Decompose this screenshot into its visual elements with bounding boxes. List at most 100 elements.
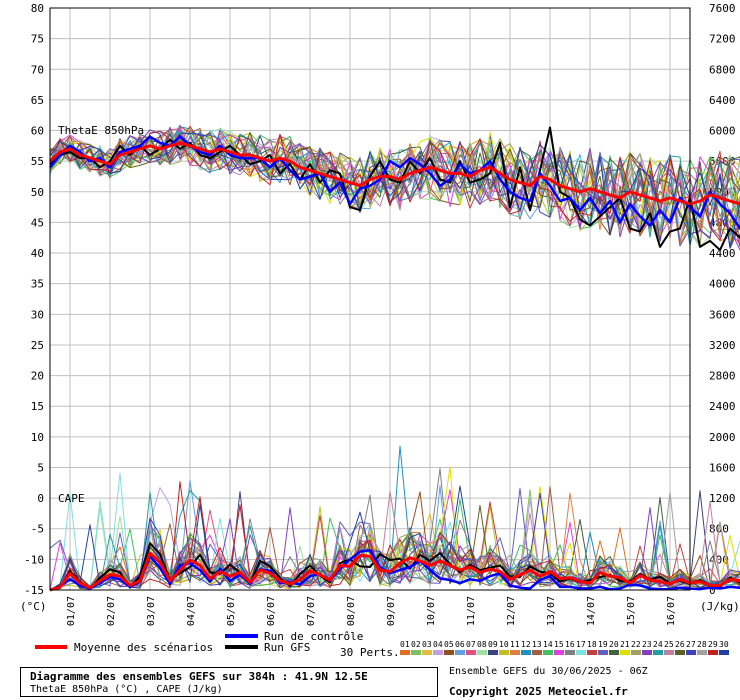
pert-legend-swatch <box>587 650 597 655</box>
date-tick-label: 11/07 <box>466 596 477 626</box>
mean-thetae <box>48 141 740 206</box>
left-tick-label: 5 <box>37 461 44 474</box>
run-info: Ensemble GEFS du 30/06/2025 - 06Z <box>449 666 648 677</box>
right-tick-label: 6800 <box>709 63 736 76</box>
left-tick-label: -10 <box>24 553 44 566</box>
pert-thetae-23-line <box>49 126 740 251</box>
left-tick-label: 35 <box>31 278 44 291</box>
pert-legend-number: 28 <box>697 640 707 649</box>
pert-legend-swatch <box>708 650 718 655</box>
left-tick-label: 15 <box>31 400 44 413</box>
pert-legend-swatch <box>620 650 630 655</box>
pert-legend-swatch <box>697 650 707 655</box>
legend-control-label: Run de contrôle <box>264 630 363 643</box>
pert-legend-number: 27 <box>686 640 696 649</box>
pert-legend-swatch <box>444 650 454 655</box>
pert-legend-swatch <box>422 650 432 655</box>
pert-legend-number: 21 <box>620 640 630 649</box>
pert-legend-number: 29 <box>708 640 718 649</box>
perturbation-legend: 01 02 03 04 05 06 07 08 09 10 11 12 13 14 15 16 17 18 19 20… <box>400 640 729 655</box>
main-run-lines <box>48 126 740 592</box>
left-tick-label: 20 <box>31 370 44 383</box>
pert-thetae-21-line <box>49 131 740 242</box>
pert-legend-number: 08 <box>477 640 487 649</box>
date-tick-label: 15/07 <box>626 596 637 626</box>
gfs-cape <box>49 542 740 591</box>
date-axis-ticks: 01/07 02/07 03/07 04/07 05/07 06/07 07/07 08/07… <box>66 596 677 626</box>
pert-legend-number: 30 <box>719 640 729 649</box>
pert-thetae-25 <box>49 134 740 238</box>
date-tick-label: 14/07 <box>586 596 597 626</box>
gfs-thetae <box>49 126 740 251</box>
right-tick-label: 4000 <box>709 278 736 291</box>
pert-legend-number: 17 <box>576 640 586 649</box>
pert-thetae-25-line <box>49 134 740 238</box>
left-tick-label: 30 <box>31 308 44 321</box>
pert-legend-number: 07 <box>466 640 476 649</box>
pert-thetae-7 <box>49 128 740 237</box>
pert-legend-number: 16 <box>565 640 575 649</box>
pert-cape-27 <box>49 492 740 591</box>
right-tick-label: 0 <box>709 584 716 597</box>
thetae-panel-label: ThetaE 850hPa <box>58 124 144 137</box>
pert-legend-number: 12 <box>521 640 531 649</box>
right-axis-ticks: 7600720068006400600056005200480044004000… <box>709 2 736 597</box>
pert-thetae-26 <box>49 131 740 236</box>
pert-thetae-27 <box>49 129 740 249</box>
cape-panel-label: CAPE <box>58 492 85 505</box>
legend-perts-label: 30 Perts. <box>340 646 400 659</box>
pert-legend-number: 15 <box>554 640 564 649</box>
date-tick-label: 08/07 <box>346 596 357 626</box>
date-tick-label: 16/07 <box>666 596 677 626</box>
right-tick-label: 7200 <box>709 33 736 46</box>
left-tick-label: 10 <box>31 431 44 444</box>
pert-thetae-26-line <box>49 131 740 236</box>
pert-legend-swatch <box>642 650 652 655</box>
pert-legend-swatch <box>554 650 564 655</box>
right-tick-label: 4400 <box>709 247 736 260</box>
pert-legend-swatch <box>653 650 663 655</box>
left-tick-label: 70 <box>31 63 44 76</box>
pert-legend-swatch <box>411 650 421 655</box>
pert-legend-swatch <box>543 650 553 655</box>
pert-legend-number: 19 <box>598 640 608 649</box>
pert-cape-19 <box>49 487 740 589</box>
pert-legend-number: 10 <box>499 640 509 649</box>
pert-legend-swatch <box>532 650 542 655</box>
pert-legend-swatch <box>719 650 729 655</box>
left-tick-label: 65 <box>31 94 44 107</box>
pert-legend-number: 01 <box>400 640 410 649</box>
right-tick-label: 2400 <box>709 400 736 413</box>
grid <box>50 7 690 591</box>
right-tick-label: 1200 <box>709 492 736 505</box>
copyright: Copyright 2025 Meteociel.fr <box>449 685 628 698</box>
pert-cape-27-line <box>49 492 740 591</box>
right-tick-label: 2800 <box>709 370 736 383</box>
pert-legend-number: 23 <box>642 640 652 649</box>
pert-legend-swatch <box>686 650 696 655</box>
left-tick-label: 55 <box>31 155 44 168</box>
date-tick-label: 10/07 <box>426 596 437 626</box>
pert-legend-number: 05 <box>444 640 454 649</box>
pert-thetae-28-line <box>49 128 740 234</box>
date-tick-label: 07/07 <box>306 596 317 626</box>
right-tick-label: 6000 <box>709 125 736 138</box>
pert-legend-swatch <box>598 650 608 655</box>
pert-legend-swatch <box>488 650 498 655</box>
pert-legend-number: 22 <box>631 640 641 649</box>
pert-legend-swatch <box>466 650 476 655</box>
pert-thetae-22-line <box>49 132 740 246</box>
pert-legend-swatch <box>477 650 487 655</box>
right-tick-label: 7600 <box>709 2 736 15</box>
pert-thetae-13-line <box>49 125 740 237</box>
left-tick-label: 0 <box>37 492 44 505</box>
right-tick-label: 2000 <box>709 431 736 444</box>
mean-thetae-line <box>48 141 740 206</box>
pert-legend-swatch <box>455 650 465 655</box>
mean-cape <box>49 551 740 592</box>
right-unit-label: (J/kg) <box>700 600 740 613</box>
date-tick-label: 04/07 <box>186 596 197 626</box>
pert-legend-swatch <box>499 650 509 655</box>
pert-cape-19-line <box>49 487 740 589</box>
